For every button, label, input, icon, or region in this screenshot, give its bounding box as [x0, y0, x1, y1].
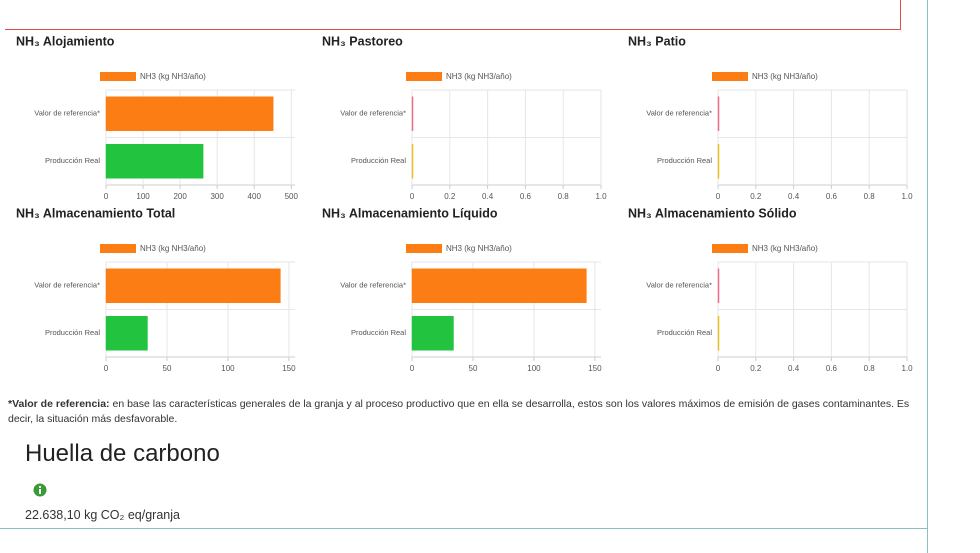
x-tick-label: 0 [716, 192, 721, 201]
x-tick-label: 150 [282, 364, 296, 373]
footnote: *Valor de referencia: en base las caract… [8, 397, 913, 427]
x-tick-label: 0 [410, 192, 415, 201]
footnote-term: *Valor de referencia: [8, 398, 110, 410]
chart-title: NH₃ Patio [628, 34, 686, 48]
legend-label: NH3 (kg NH3/año) [446, 244, 512, 253]
y-tick-label: Producción Real [657, 156, 712, 165]
legend-label: NH3 (kg NH3/año) [752, 244, 818, 253]
bar-chart: NH₃ Pastoreo NH3 (kg NH3/año) 0 0.2 0.4 0.6 0.… [322, 34, 607, 201]
legend-swatch [100, 72, 136, 81]
bar [717, 96, 720, 131]
x-tick-label: 0 [716, 364, 721, 373]
top-border-right [900, 0, 901, 30]
x-tick-label: 50 [469, 364, 478, 373]
footnote-text: en base las características generales de… [8, 398, 910, 425]
bar [105, 96, 274, 131]
y-tick-label: Valor de referencia* [340, 281, 406, 290]
y-tick-label: Producción Real [351, 328, 406, 337]
y-tick-label: Valor de referencia* [34, 281, 100, 290]
legend-swatch [100, 244, 136, 253]
legend-swatch [712, 244, 748, 253]
x-tick-label: 400 [248, 192, 262, 201]
bottom-border [0, 528, 927, 529]
x-tick-label: 0.2 [750, 364, 762, 373]
bar [717, 144, 720, 179]
x-tick-label: 0 [104, 364, 109, 373]
legend-label: NH3 (kg NH3/año) [752, 72, 818, 81]
x-tick-label: 50 [163, 364, 172, 373]
x-tick-label: 1.0 [595, 192, 607, 201]
bar [411, 316, 454, 351]
x-tick-label: 0 [410, 364, 415, 373]
y-tick-label: Valor de referencia* [646, 281, 712, 290]
y-tick-label: Valor de referencia* [34, 109, 100, 118]
x-tick-label: 1.0 [901, 192, 913, 201]
right-border [927, 0, 928, 553]
x-tick-label: 0.2 [444, 192, 456, 201]
legend-swatch [406, 72, 442, 81]
chart-title: NH₃ Almacenamiento Sólido [628, 206, 797, 220]
legend-label: NH3 (kg NH3/año) [446, 72, 512, 81]
bar [411, 144, 414, 179]
bar [717, 316, 720, 351]
x-tick-label: 0.6 [520, 192, 532, 201]
x-tick-label: 0.8 [864, 364, 876, 373]
bar-chart: NH₃ Alojamiento NH3 (kg NH3/año) 0 100 200 30… [16, 34, 299, 201]
x-tick-label: 1.0 [901, 364, 913, 373]
legend-label: NH3 (kg NH3/año) [140, 244, 206, 253]
info-icon[interactable] [33, 483, 47, 497]
top-border [5, 29, 900, 30]
chart-title: NH₃ Alojamiento [16, 34, 115, 48]
x-tick-label: 0.6 [826, 192, 838, 201]
x-tick-label: 0.2 [750, 192, 762, 201]
x-tick-label: 500 [285, 192, 299, 201]
x-tick-label: 0.4 [482, 192, 494, 201]
legend-label: NH3 (kg NH3/año) [140, 72, 206, 81]
y-tick-label: Valor de referencia* [340, 109, 406, 118]
y-tick-label: Valor de referencia* [646, 109, 712, 118]
bar-chart: NH₃ Patio NH3 (kg NH3/año) 0 0.2 0.4 0.6 0.8 1.… [628, 34, 913, 201]
y-tick-label: Producción Real [45, 328, 100, 337]
bar [411, 268, 587, 303]
x-tick-label: 200 [173, 192, 187, 201]
x-tick-label: 300 [210, 192, 224, 201]
x-tick-label: 100 [221, 364, 235, 373]
chart-title: NH₃ Pastoreo [322, 34, 403, 48]
bar [105, 268, 281, 303]
legend-swatch [712, 72, 748, 81]
x-tick-label: 0.8 [864, 192, 876, 201]
y-tick-label: Producción Real [351, 156, 406, 165]
chart-title: NH₃ Almacenamiento Total [16, 206, 175, 220]
x-tick-label: 0.4 [788, 364, 800, 373]
x-tick-label: 100 [136, 192, 150, 201]
x-tick-label: 100 [527, 364, 541, 373]
x-tick-label: 0.8 [558, 192, 570, 201]
bar [105, 316, 148, 351]
bar-chart: NH₃ Almacenamiento Líquido NH3 (kg NH3/añ… [322, 206, 602, 373]
x-tick-label: 0.6 [826, 364, 838, 373]
bar [717, 268, 720, 303]
carbon-value: 22.638,10 kg CO₂ eq/granja [25, 508, 180, 522]
x-tick-label: 0 [104, 192, 109, 201]
y-tick-label: Producción Real [657, 328, 712, 337]
section-title: Huella de carbono [25, 440, 220, 467]
bar-chart: NH₃ Almacenamiento Sólido NH3 (kg NH3/año… [628, 206, 913, 373]
x-tick-label: 0.4 [788, 192, 800, 201]
bar [105, 144, 204, 179]
bar [411, 96, 414, 131]
y-tick-label: Producción Real [45, 156, 100, 165]
x-tick-label: 150 [588, 364, 602, 373]
legend-swatch [406, 244, 442, 253]
chart-title: NH₃ Almacenamiento Líquido [322, 206, 498, 220]
bar-chart: NH₃ Almacenamiento Total NH3 (kg NH3/año)… [16, 206, 296, 373]
